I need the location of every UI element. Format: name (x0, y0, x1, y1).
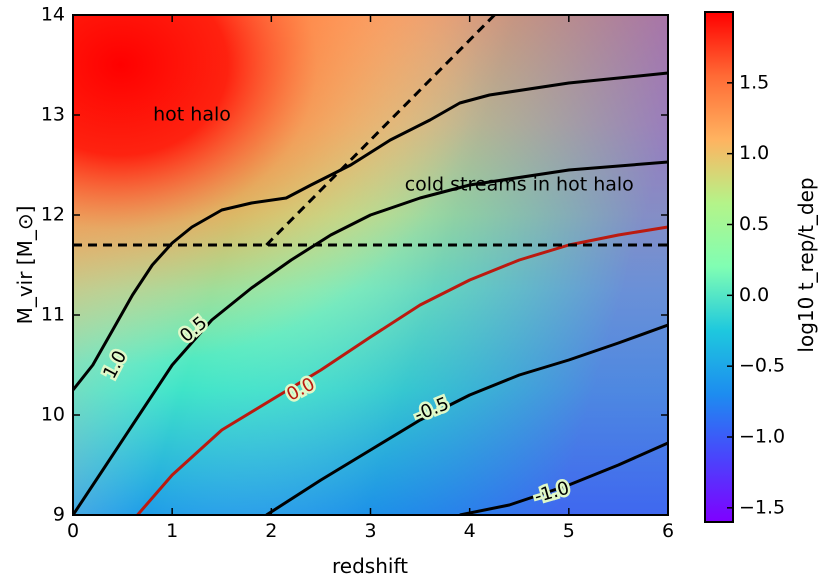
y-tick-label-4: 13 (41, 104, 65, 126)
colorbar-title: log10 t_rep/t_dep (794, 177, 818, 352)
colorbar-gradient (704, 11, 734, 523)
colorbar-tick-label-3: 0.0 (739, 284, 769, 306)
colorbar-ticks: 1.5 1.0 0.5 0.0 −0.5 −1.0 −1.5 (727, 71, 785, 518)
x-axis-title: redshift (332, 554, 408, 578)
y-tick-label-1: 10 (41, 404, 65, 426)
y-axis: 9 10 11 12 13 14 (41, 4, 668, 526)
x-tick-label-1: 1 (166, 520, 178, 542)
x-tick-label-6: 6 (662, 520, 674, 542)
x-tick-label-4: 4 (464, 520, 476, 542)
contour-line-4 (459, 441, 668, 515)
x-tick-label-0: 0 (67, 520, 79, 542)
contour-lines (73, 71, 668, 515)
colorbar: 1.5 1.0 0.5 0.0 −0.5 −1.0 −1.5 log10 t_rep/t_d… (704, 11, 818, 523)
colorbar-tick-label-4: −0.5 (739, 355, 785, 377)
colorbar-tick-label-2: 0.5 (739, 213, 769, 235)
colorbar-tick-label-0: 1.5 (739, 71, 769, 93)
x-tick-label-2: 2 (265, 520, 277, 542)
region-annotations: hot halo cold streams in hot halo (153, 104, 634, 196)
y-tick-label-2: 11 (41, 304, 65, 326)
heatmap-hot-region (73, 15, 668, 515)
x-tick-label-5: 5 (563, 520, 575, 542)
plot-area: 1.00.50.0-0.5-1.0 (73, 15, 668, 515)
contour-line-1 (73, 160, 668, 515)
y-tick-label-3: 12 (41, 204, 65, 226)
dashed-threshold-lines (73, 15, 668, 247)
colorbar-tick-label-5: −1.0 (739, 426, 785, 448)
contour-line-0 (73, 71, 668, 391)
y-tick-label-5: 14 (41, 4, 65, 26)
contour-line-2 (136, 225, 668, 515)
contour-line-3 (265, 323, 668, 515)
y-axis-title: M_vir [M_⊙] (13, 206, 37, 325)
dashed-line-diagonal-threshold (265, 15, 496, 247)
colorbar-tick-label-1: 1.0 (739, 142, 769, 164)
y-tick-label-0: 9 (53, 504, 65, 526)
annotation-1: cold streams in hot halo (405, 174, 634, 196)
colorbar-tick-label-6: −1.5 (739, 496, 785, 518)
annotation-0: hot halo (153, 104, 231, 126)
x-tick-label-3: 3 (364, 520, 376, 542)
x-axis: 0 1 2 3 4 5 6 (67, 15, 674, 542)
